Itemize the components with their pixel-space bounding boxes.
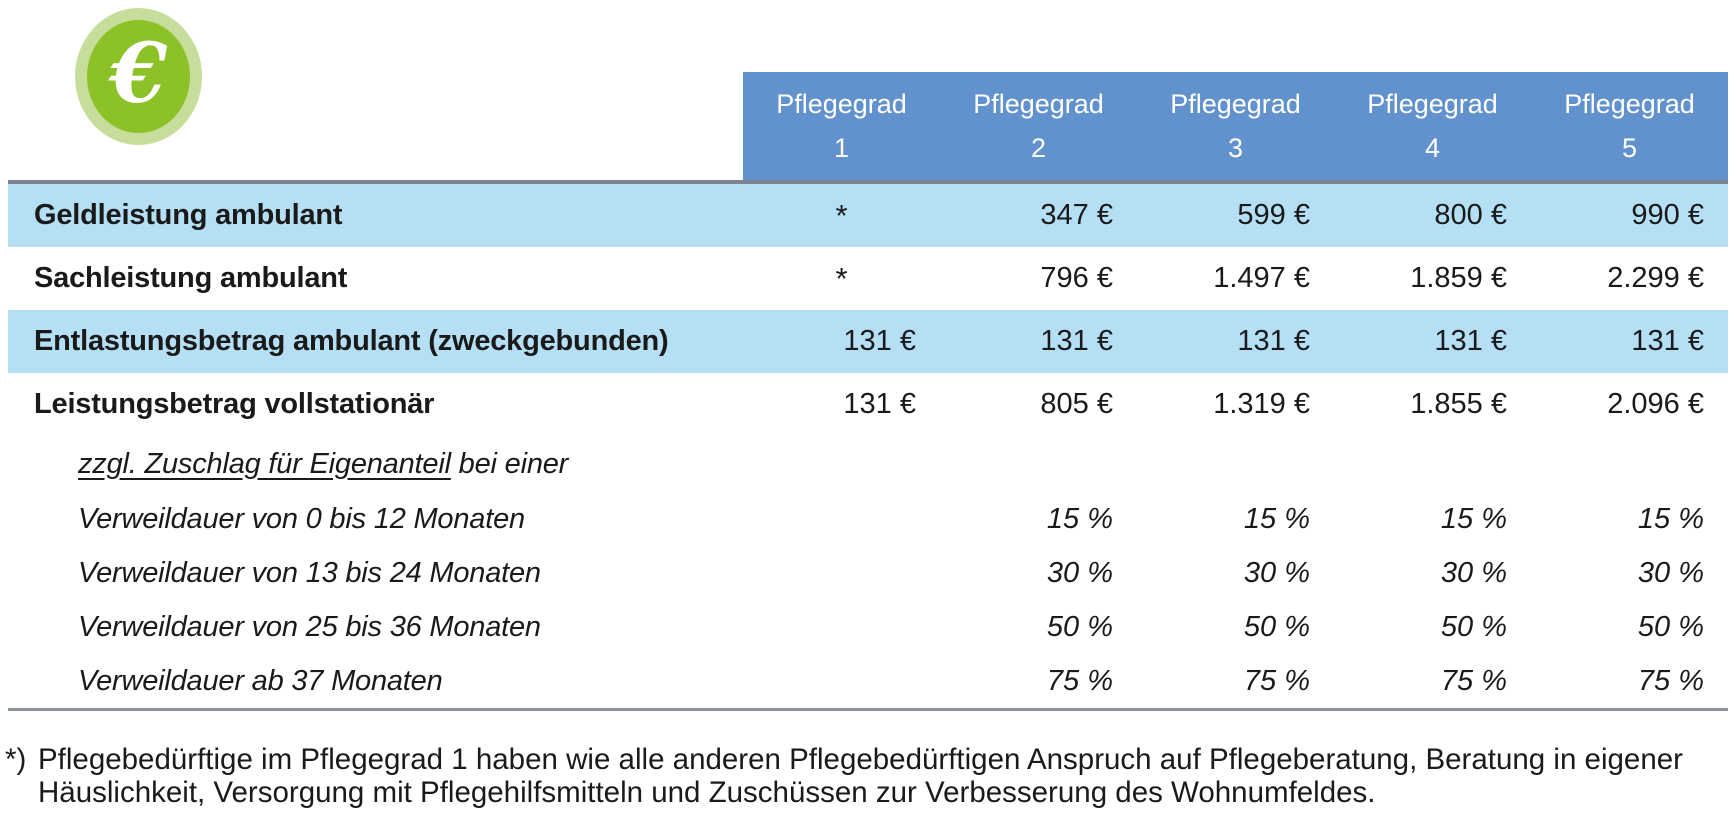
euro-coin-icon: € (75, 8, 202, 145)
table-top-rule (8, 180, 1728, 184)
cell-value: 796 € (1040, 262, 1113, 294)
column-header-pflegegrad-5: Pflegegrad 5 (1531, 72, 1728, 180)
cell-value: 30 % (1243, 556, 1310, 589)
table-header-row: Pflegegrad 1 Pflegegrad 2 Pflegegrad 3 P… (8, 72, 1728, 180)
cell-value: 599 € (1237, 199, 1310, 231)
row-label: Leistungsbetrag vollstationär (34, 388, 435, 420)
row-label: Verweildauer ab 37 Monaten (78, 664, 443, 697)
cell-value: 131 € (843, 325, 916, 357)
cell-value: 75 % (1440, 664, 1507, 697)
footnote-marker: *) (5, 743, 27, 776)
cell-value: 800 € (1434, 199, 1507, 231)
header-title: Pflegegrad (1367, 88, 1498, 119)
table-row-verweildauer-25-36: Verweildauer von 25 bis 36 Monaten 50 % … (8, 600, 1728, 654)
cell-value: 131 € (1631, 325, 1704, 357)
footnote-line-2: Häuslichkeit, Versorgung mit Pflegehilfs… (38, 776, 1376, 809)
row-label: Verweildauer von 13 bis 24 Monaten (78, 556, 541, 589)
cell-value: 1.855 € (1410, 388, 1507, 420)
cell-value: 131 € (1434, 325, 1507, 357)
benefits-table: Pflegegrad 1 Pflegegrad 2 Pflegegrad 3 P… (8, 72, 1728, 711)
cell-value: 1.319 € (1213, 388, 1310, 420)
cell-value: 1.497 € (1213, 262, 1310, 294)
header-number: 4 (1424, 132, 1441, 163)
cell-value: * (835, 260, 848, 296)
table-row-leistungsbetrag-vollstationaer: Leistungsbetrag vollstationär 131 € 805 … (8, 373, 1728, 436)
cell-value: 805 € (1040, 388, 1113, 420)
header-number: 2 (1030, 132, 1047, 163)
cell-value: 50 % (1046, 610, 1113, 643)
table-row-entlastungsbetrag-ambulant: Entlastungsbetrag ambulant (zweckgebunde… (8, 310, 1728, 373)
cell-value: 15 % (1046, 502, 1113, 535)
row-label: Geldleistung ambulant (34, 199, 343, 231)
footnote-text: Pflegebedürftige im Pflegegrad 1 haben w… (38, 743, 1683, 809)
surcharge-intro-row: zzgl. Zuschlag für Eigenanteil bei einer (8, 436, 1728, 492)
euro-symbol: € (109, 25, 168, 122)
column-header-pflegegrad-4: Pflegegrad 4 (1334, 72, 1531, 180)
column-header-pflegegrad-1: Pflegegrad 1 (743, 72, 940, 180)
surcharge-intro-label: zzgl. Zuschlag für Eigenanteil bei einer (8, 448, 743, 481)
cell-value: 75 % (1046, 664, 1113, 697)
cell-value: 30 % (1440, 556, 1507, 589)
cell-value: 131 € (1040, 325, 1113, 357)
header-title: Pflegegrad (973, 88, 1104, 119)
cell-value: 2.096 € (1607, 388, 1704, 420)
table-row-verweildauer-ab-37: Verweildauer ab 37 Monaten 75 % 75 % 75 … (8, 654, 1728, 708)
table-bottom-rule (8, 708, 1728, 711)
cell-value: 347 € (1040, 199, 1113, 231)
cell-value: 2.299 € (1607, 262, 1704, 294)
header-number: 1 (833, 132, 850, 163)
cell-value: 50 % (1243, 610, 1310, 643)
cell-value: * (835, 197, 848, 233)
column-header-pflegegrad-3: Pflegegrad 3 (1137, 72, 1334, 180)
euro-coin-inner-circle: € (87, 20, 190, 133)
header-number: 3 (1227, 132, 1244, 163)
cell-value: 30 % (1046, 556, 1113, 589)
cell-value: 75 % (1637, 664, 1704, 697)
cell-value: 30 % (1637, 556, 1704, 589)
cell-value: 50 % (1637, 610, 1704, 643)
cell-value: 990 € (1631, 199, 1704, 231)
header-title: Pflegegrad (1170, 88, 1301, 119)
surcharge-intro-underlined: zzgl. Zuschlag für Eigenanteil (78, 447, 451, 480)
table-row-sachleistung-ambulant: Sachleistung ambulant * 796 € 1.497 € 1.… (8, 247, 1728, 310)
cell-value: 131 € (843, 388, 916, 420)
table-row-geldleistung-ambulant: Geldleistung ambulant * 347 € 599 € 800 … (8, 184, 1728, 247)
cell-value: 15 % (1637, 502, 1704, 535)
cell-value: 50 % (1440, 610, 1507, 643)
row-label: Verweildauer von 25 bis 36 Monaten (78, 610, 541, 643)
cell-value: 15 % (1440, 502, 1507, 535)
row-label: Sachleistung ambulant (34, 262, 348, 294)
table-row-verweildauer-0-12: Verweildauer von 0 bis 12 Monaten 15 % 1… (8, 492, 1728, 546)
row-label: Verweildauer von 0 bis 12 Monaten (78, 502, 525, 535)
footnote-line-1: Pflegebedürftige im Pflegegrad 1 haben w… (38, 743, 1683, 776)
cell-value: 15 % (1243, 502, 1310, 535)
header-number: 5 (1621, 132, 1638, 163)
table-row-verweildauer-13-24: Verweildauer von 13 bis 24 Monaten 30 % … (8, 546, 1728, 600)
header-title: Pflegegrad (1564, 88, 1695, 119)
header-title: Pflegegrad (776, 88, 907, 119)
cell-value: 75 % (1243, 664, 1310, 697)
cell-value: 131 € (1237, 325, 1310, 357)
row-label: Entlastungsbetrag ambulant (zweckgebunde… (34, 325, 669, 357)
footnote: *) Pflegebedürftige im Pflegegrad 1 habe… (5, 743, 1683, 809)
column-header-pflegegrad-2: Pflegegrad 2 (940, 72, 1137, 180)
surcharge-intro-rest: bei einer (450, 447, 569, 480)
cell-value: 1.859 € (1410, 262, 1507, 294)
